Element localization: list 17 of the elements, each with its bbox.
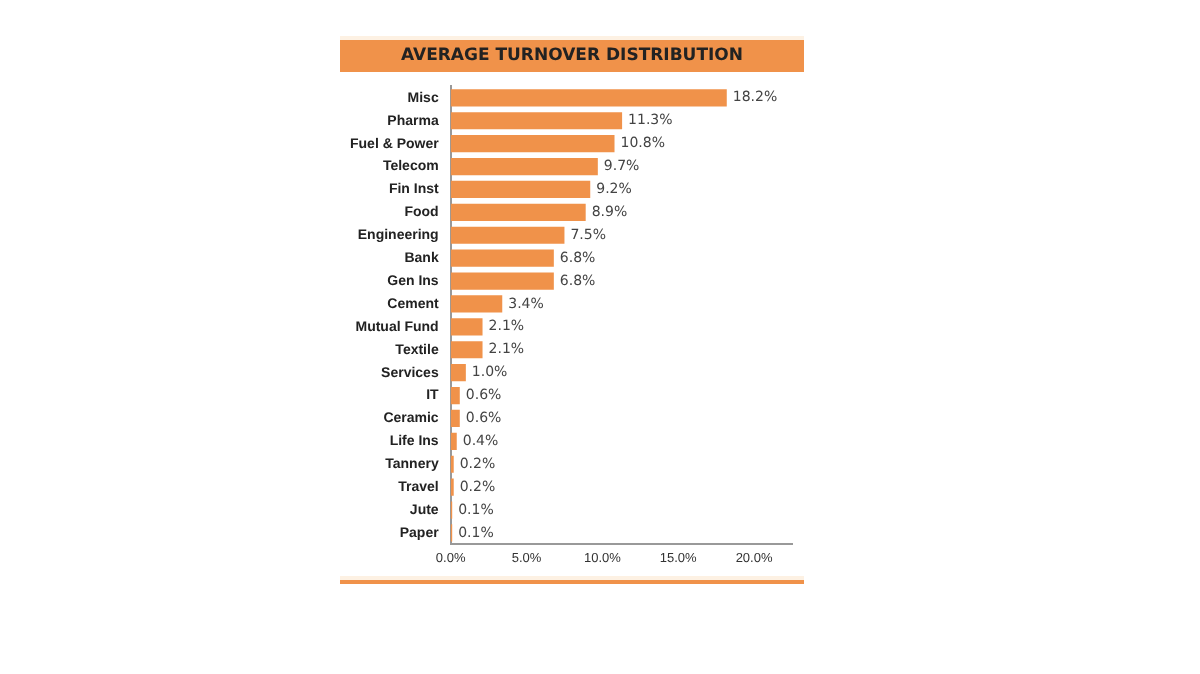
bar [450,203,586,221]
bar [450,272,554,290]
bar [450,226,565,244]
bar [450,295,503,313]
bar [450,364,466,382]
bar [450,386,460,405]
bar [450,341,483,359]
chart-title: AVERAGE TURNOVER DISTRIBUTION [340,40,804,72]
bar [450,409,460,428]
bar [450,318,483,336]
bar [450,112,623,130]
bar [450,249,554,267]
bar [450,157,598,176]
bar [450,432,457,450]
bar [450,135,615,153]
bar [450,180,591,199]
bar [450,89,727,107]
